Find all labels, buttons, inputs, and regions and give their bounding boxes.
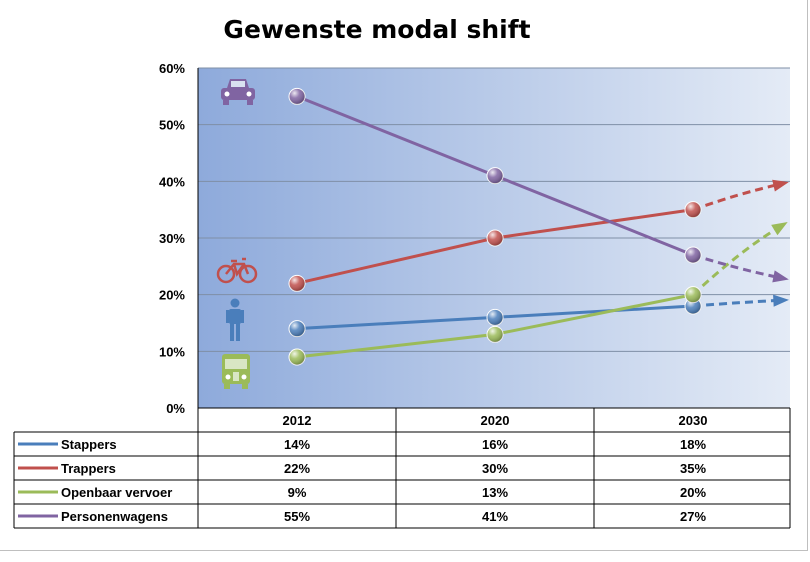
trend-arrowhead <box>773 294 789 307</box>
series-personenwagens <box>288 87 789 283</box>
trend-arrowhead <box>772 270 789 283</box>
x-tick-label: 2030 <box>679 413 708 428</box>
trend-line <box>692 253 781 280</box>
car-icon <box>221 79 255 105</box>
data-label: 20% <box>680 485 706 500</box>
chart-frame <box>0 0 808 551</box>
y-tick-label: 10% <box>159 344 185 359</box>
data-point-shine <box>487 326 503 343</box>
bus-icon <box>222 354 250 389</box>
data-point-shine <box>289 349 305 365</box>
data-point-shine <box>685 247 701 263</box>
trend-arrowhead <box>772 179 789 192</box>
data-label: 27% <box>680 509 706 524</box>
data-label: 41% <box>482 509 508 524</box>
x-tick-label: 2012 <box>283 413 312 428</box>
bicycle-icon <box>216 257 258 284</box>
data-label: 35% <box>680 461 706 476</box>
chart-title: Gewenste modal shift <box>223 15 530 44</box>
y-tick-label: 20% <box>159 288 185 303</box>
data-point-shine <box>487 230 503 246</box>
trend-line <box>691 225 781 296</box>
legend-entry: Openbaar vervoer <box>61 485 172 500</box>
legend-entry: Stappers <box>61 437 117 452</box>
legend-entry: Trappers <box>61 461 116 476</box>
y-tick-label: 0% <box>166 401 185 416</box>
legend-entry: Personenwagens <box>61 509 168 524</box>
data-label: 18% <box>680 437 706 452</box>
data-point-shine <box>487 167 503 184</box>
y-tick-label: 50% <box>159 118 185 133</box>
data-point-shine <box>289 320 305 337</box>
data-point-shine <box>487 309 503 326</box>
data-label: 9% <box>288 485 307 500</box>
icon-layer <box>216 79 258 389</box>
y-tick-label: 60% <box>159 61 185 76</box>
series-trappers <box>288 179 789 292</box>
series-openbaar-vervoer <box>288 222 788 366</box>
data-point-shine <box>289 275 305 292</box>
data-label: 22% <box>284 461 310 476</box>
y-tick-label: 30% <box>159 231 185 246</box>
data-label: 16% <box>482 437 508 452</box>
data-label: 55% <box>284 509 310 524</box>
data-point-shine <box>289 88 305 105</box>
trend-arrowhead <box>771 222 788 236</box>
data-table: 2012 2020 2030 Stappers 14% 16% 18% Trappers 22%… <box>13 407 791 529</box>
data-label: 30% <box>482 461 508 476</box>
data-label: 14% <box>284 437 310 452</box>
trend-line <box>692 182 781 212</box>
data-point-shine <box>685 286 701 303</box>
trend-line <box>692 298 781 308</box>
pedestrian-icon <box>226 298 244 341</box>
series-layer <box>288 87 789 366</box>
data-point-shine <box>685 201 701 218</box>
y-tick-label: 40% <box>159 174 185 189</box>
data-label: 13% <box>482 485 508 500</box>
x-tick-label: 2020 <box>481 413 510 428</box>
